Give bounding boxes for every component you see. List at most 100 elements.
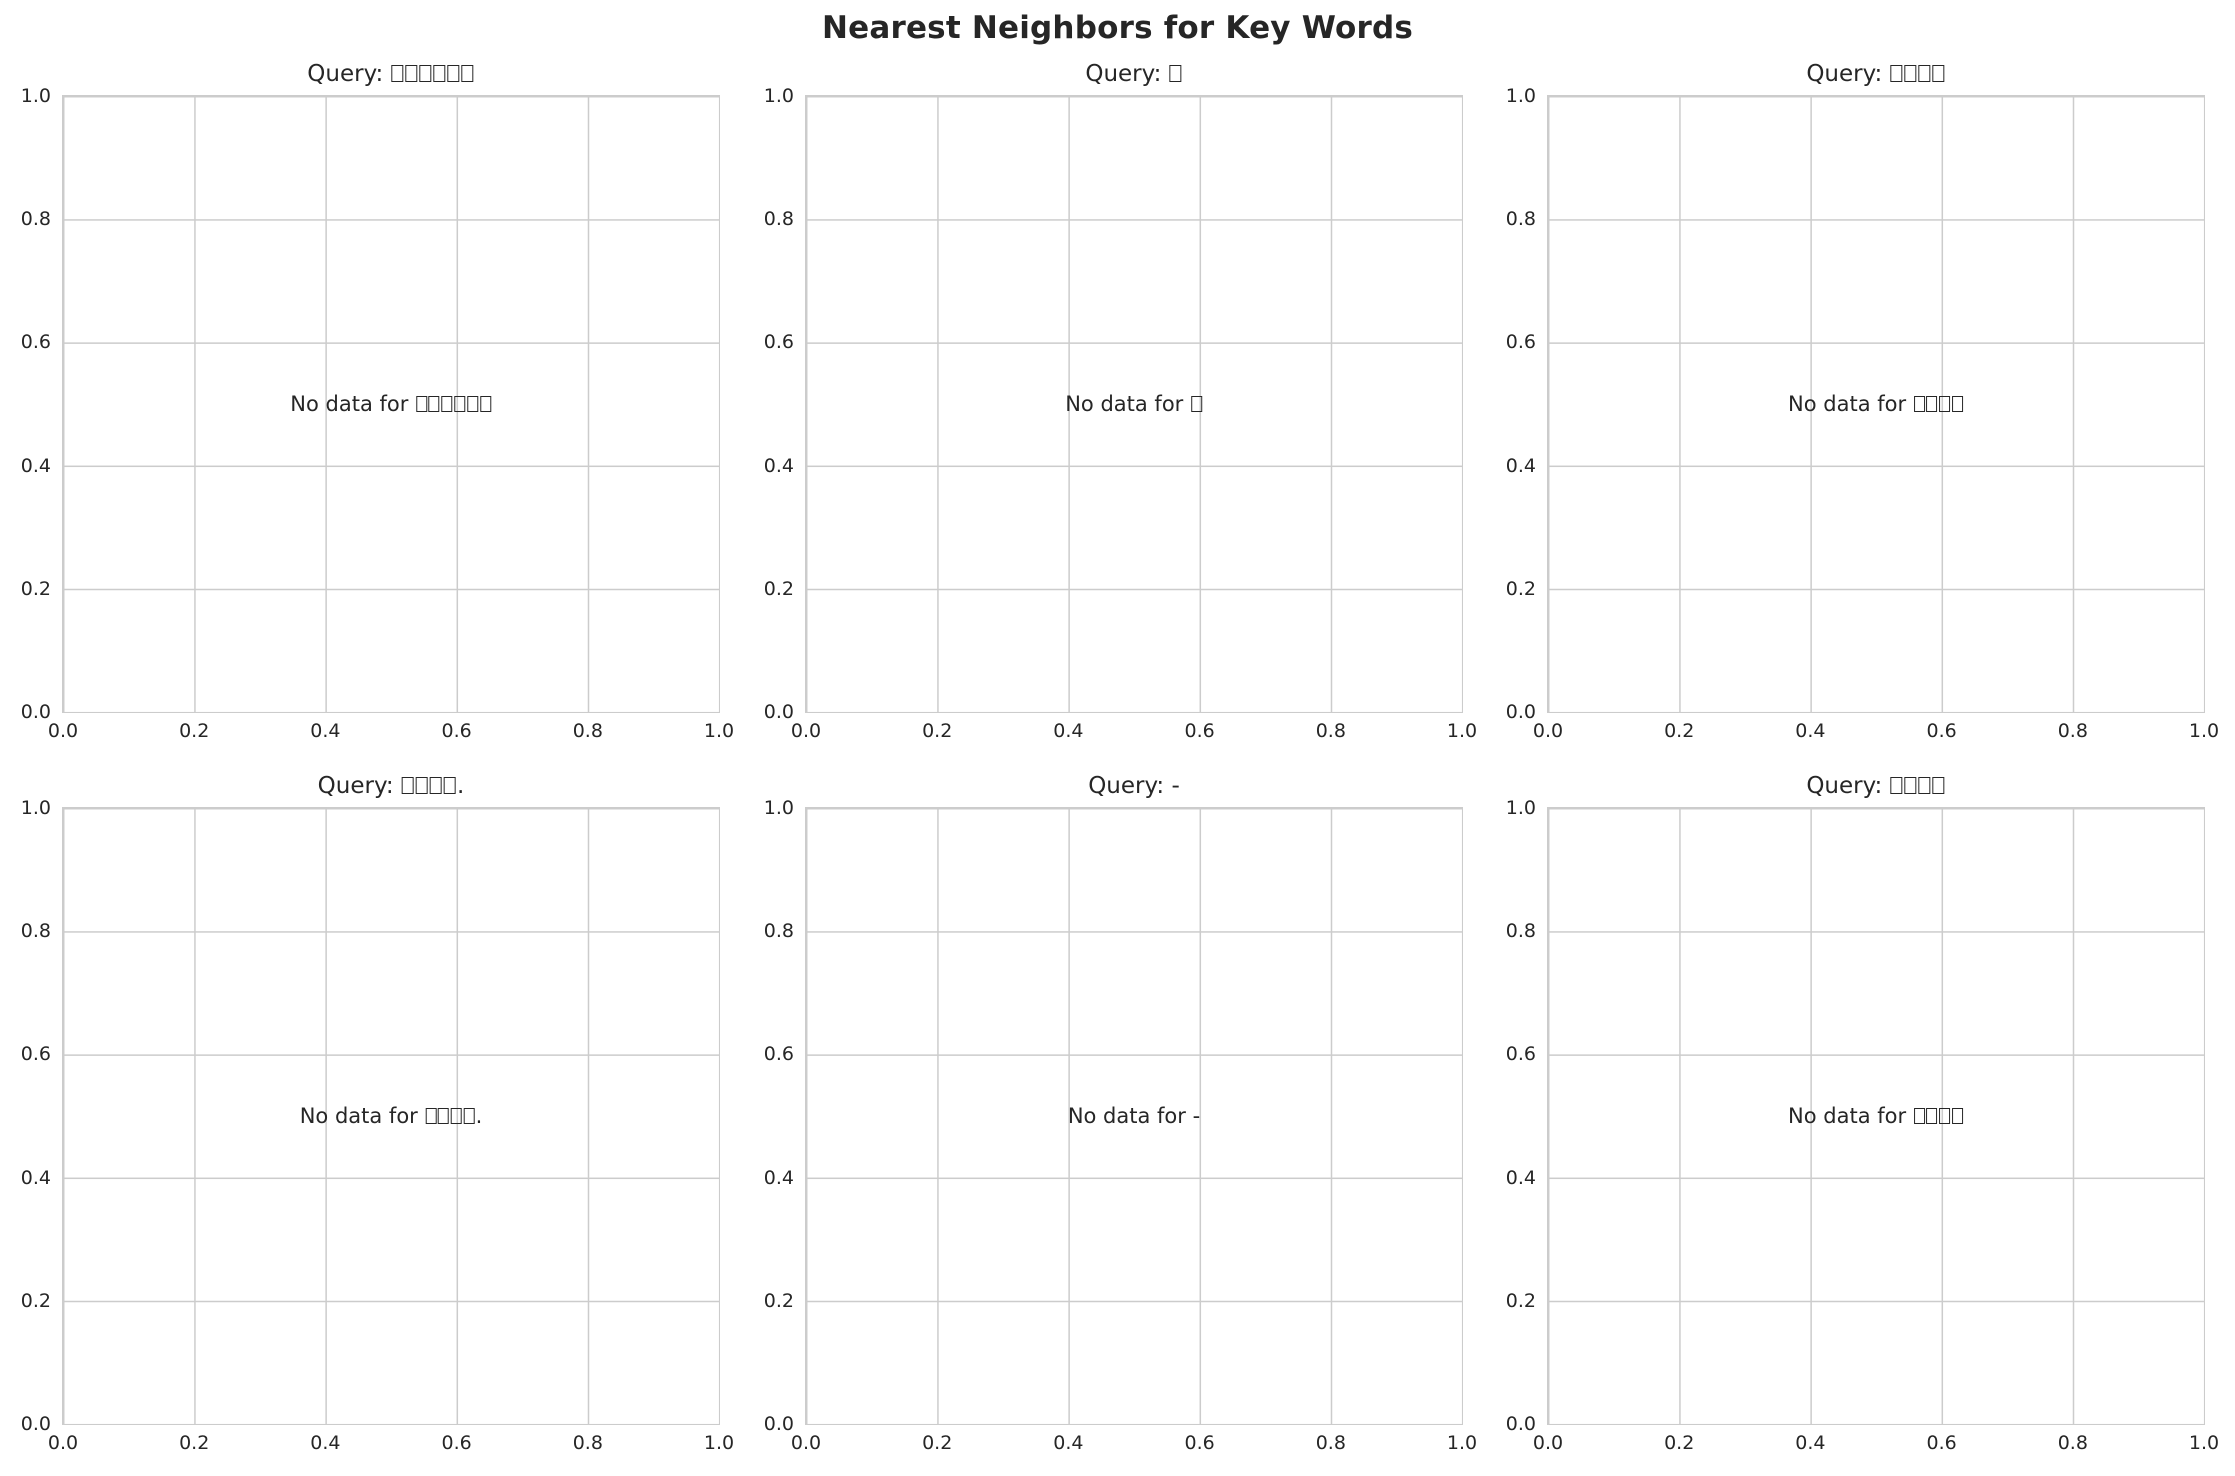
missing-glyph-box xyxy=(441,396,453,412)
x-tick-label: 0.8 xyxy=(572,1432,603,1454)
subplot-5: Query: - No data for - 1.0 0.8 0.6 0.4 0.2 0.… xyxy=(764,773,1477,1454)
y-tick-label: 0.0 xyxy=(763,701,794,723)
missing-glyph-box xyxy=(1169,64,1182,82)
x-tick-label: 0.8 xyxy=(572,720,603,742)
missing-glyph-box xyxy=(391,64,404,82)
y-tick-label: 1.0 xyxy=(20,85,51,107)
x-tick-label: 0.6 xyxy=(441,1432,472,1454)
missing-glyph-box xyxy=(1913,1108,1925,1124)
y-tick-label: 0.2 xyxy=(763,1289,794,1312)
x-tick-label: 0.0 xyxy=(47,1432,79,1454)
y-tick-label: 1.0 xyxy=(1505,85,1536,107)
x-tick-label: 0.8 xyxy=(2057,720,2088,742)
y-tick-label: 0.2 xyxy=(20,1289,51,1312)
subplot-title: Query: - xyxy=(1088,773,1180,799)
y-tick-label: 0.4 xyxy=(1505,1166,1536,1189)
y-tick-label: 0.2 xyxy=(20,577,51,600)
subplot-title: Query: xyxy=(1085,61,1182,87)
missing-glyph-box xyxy=(447,64,460,82)
missing-glyph-box xyxy=(1926,1108,1938,1124)
missing-glyph-box xyxy=(1939,396,1951,412)
missing-glyph-box xyxy=(463,1108,475,1124)
no-data-label: No data for xyxy=(1065,392,1203,416)
y-tick-label: 0.0 xyxy=(20,701,51,723)
missing-glyph-box xyxy=(401,776,414,794)
missing-glyph-box xyxy=(1904,64,1917,82)
no-data-label: No data for xyxy=(290,392,491,416)
x-tick-label: 0.8 xyxy=(2057,1432,2088,1454)
y-tick-label: 0.6 xyxy=(20,331,51,354)
x-tick-label: 0.0 xyxy=(790,720,822,742)
missing-glyph-box xyxy=(1952,1108,1964,1124)
y-tick-label: 0.2 xyxy=(763,577,794,600)
missing-glyph-box xyxy=(438,1108,450,1124)
missing-glyph-box xyxy=(416,776,428,794)
y-tick-label: 0.2 xyxy=(1505,1289,1536,1312)
y-tick-label: 0.8 xyxy=(1505,920,1536,943)
x-tick-label: 0.0 xyxy=(1532,1432,1564,1454)
x-tick-label: 0.0 xyxy=(1532,720,1564,742)
missing-glyph-box xyxy=(1932,64,1945,82)
missing-glyph-box xyxy=(430,776,442,794)
y-tick-label: 0.4 xyxy=(763,1166,794,1189)
missing-glyph-box xyxy=(1890,776,1903,794)
missing-glyph-box xyxy=(1932,776,1945,794)
missing-glyph-box xyxy=(467,396,479,412)
no-data-label: No data for - xyxy=(1067,1104,1201,1128)
x-tick-label: 0.4 xyxy=(1053,720,1084,742)
x-tick-label: 0.0 xyxy=(790,1432,822,1454)
y-tick-label: 0.0 xyxy=(1505,1413,1536,1435)
y-tick-label: 0.0 xyxy=(1505,701,1536,723)
x-tick-label: 0.6 xyxy=(1184,720,1215,742)
missing-glyph-box xyxy=(1890,64,1903,82)
y-tick-label: 0.8 xyxy=(763,208,794,231)
no-data-label: No data for . xyxy=(299,1104,483,1128)
y-tick-label: 0.8 xyxy=(1505,208,1536,231)
no-data-label: No data for xyxy=(1788,1104,1964,1128)
missing-glyph-box xyxy=(461,64,474,82)
x-tick-label: 0.4 xyxy=(1795,1432,1826,1454)
y-tick-label: 0.4 xyxy=(20,454,51,477)
missing-glyph-box xyxy=(1952,396,1964,412)
subplot-title: Query: xyxy=(1806,773,1945,799)
x-tick-label: 0.2 xyxy=(1664,1432,1695,1454)
missing-glyph-box xyxy=(450,1108,462,1124)
x-tick-label: 0.6 xyxy=(1926,720,1957,742)
x-tick-label: 1.0 xyxy=(2188,720,2220,742)
missing-glyph-box xyxy=(1926,396,1938,412)
x-tick-label: 0.4 xyxy=(310,1432,341,1454)
no-data-label: No data for xyxy=(1788,392,1964,416)
y-tick-label: 1.0 xyxy=(1505,797,1536,819)
y-tick-label: 0.6 xyxy=(1505,1043,1536,1066)
missing-glyph-box xyxy=(1190,396,1202,412)
missing-glyph-box xyxy=(454,396,466,412)
y-tick-label: 0.4 xyxy=(20,1166,51,1189)
y-tick-label: 0.6 xyxy=(20,1043,51,1066)
x-tick-label: 0.6 xyxy=(441,720,472,742)
x-tick-label: 0.0 xyxy=(47,720,79,742)
missing-glyph-box xyxy=(1904,776,1917,794)
missing-glyph-box xyxy=(405,64,418,82)
x-tick-label: 0.2 xyxy=(922,1432,953,1454)
subplot-2: Query: No data for 1.0 0.8 0.6 0.4 0.2 0.0 0.… xyxy=(764,61,1477,742)
y-tick-label: 0.2 xyxy=(1505,577,1536,600)
x-tick-label: 0.4 xyxy=(310,720,341,742)
missing-glyph-box xyxy=(433,64,446,82)
subplot-6: Query: No data for 1.0 0.8 0.6 0.4 0.2 0.0 0.… xyxy=(1506,773,2219,1454)
missing-glyph-box xyxy=(444,776,456,794)
x-tick-label: 1.0 xyxy=(1446,720,1478,742)
subplot-3: Query: No data for 1.0 0.8 0.6 0.4 0.2 0.0 0.… xyxy=(1506,61,2219,742)
y-tick-label: 0.0 xyxy=(763,1413,794,1435)
subplot-1: Query: No data for 1.0 0.8 0.6 0.4 0.2 0.0 0.… xyxy=(21,61,734,742)
subplot-title: Query: xyxy=(307,61,474,87)
x-tick-label: 0.4 xyxy=(1053,1432,1084,1454)
y-tick-label: 0.4 xyxy=(763,454,794,477)
x-tick-label: 1.0 xyxy=(2188,1432,2220,1454)
y-tick-label: 0.6 xyxy=(763,1043,794,1066)
subplot-4: Query: . No data for . 1.0 0.8 0.6 0.4 0.2 0.… xyxy=(21,773,734,1454)
missing-glyph-box xyxy=(1913,396,1925,412)
y-tick-label: 0.8 xyxy=(20,920,51,943)
missing-glyph-box xyxy=(479,396,491,412)
x-tick-label: 0.6 xyxy=(1926,1432,1957,1454)
